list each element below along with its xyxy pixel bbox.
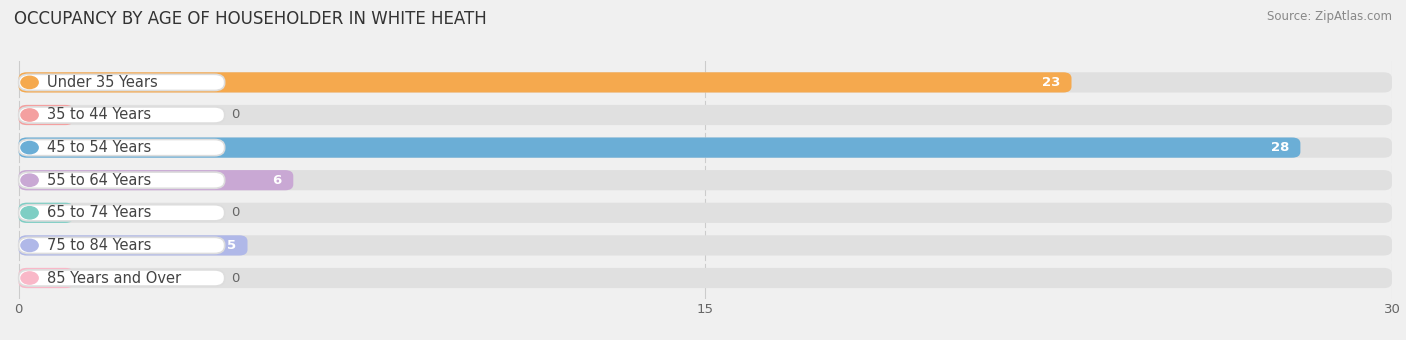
Circle shape (21, 174, 38, 186)
Circle shape (21, 239, 38, 252)
Text: 0: 0 (232, 272, 240, 285)
Text: 23: 23 (1042, 76, 1060, 89)
FancyBboxPatch shape (18, 137, 1301, 158)
Text: 0: 0 (232, 206, 240, 219)
Circle shape (21, 141, 38, 154)
FancyBboxPatch shape (18, 170, 1392, 190)
Text: 28: 28 (1271, 141, 1289, 154)
FancyBboxPatch shape (18, 237, 225, 254)
Text: OCCUPANCY BY AGE OF HOUSEHOLDER IN WHITE HEATH: OCCUPANCY BY AGE OF HOUSEHOLDER IN WHITE… (14, 10, 486, 28)
FancyBboxPatch shape (18, 268, 1392, 288)
Text: 55 to 64 Years: 55 to 64 Years (48, 173, 152, 188)
FancyBboxPatch shape (18, 270, 225, 286)
FancyBboxPatch shape (18, 139, 225, 156)
FancyBboxPatch shape (18, 72, 1392, 92)
Text: 85 Years and Over: 85 Years and Over (48, 271, 181, 286)
FancyBboxPatch shape (18, 203, 73, 223)
Circle shape (21, 272, 38, 284)
FancyBboxPatch shape (18, 72, 1071, 92)
FancyBboxPatch shape (18, 203, 1392, 223)
Text: Under 35 Years: Under 35 Years (48, 75, 157, 90)
Circle shape (21, 76, 38, 88)
Circle shape (21, 109, 38, 121)
Text: 5: 5 (226, 239, 236, 252)
FancyBboxPatch shape (18, 172, 225, 188)
FancyBboxPatch shape (18, 74, 225, 90)
Text: 6: 6 (273, 174, 281, 187)
Circle shape (21, 207, 38, 219)
FancyBboxPatch shape (18, 137, 1392, 158)
Text: Source: ZipAtlas.com: Source: ZipAtlas.com (1267, 10, 1392, 23)
Text: 0: 0 (232, 108, 240, 121)
FancyBboxPatch shape (18, 107, 225, 123)
Text: 65 to 74 Years: 65 to 74 Years (48, 205, 152, 220)
FancyBboxPatch shape (18, 268, 73, 288)
FancyBboxPatch shape (18, 170, 294, 190)
FancyBboxPatch shape (18, 235, 1392, 256)
Text: 75 to 84 Years: 75 to 84 Years (48, 238, 152, 253)
Text: 45 to 54 Years: 45 to 54 Years (48, 140, 152, 155)
FancyBboxPatch shape (18, 205, 225, 221)
FancyBboxPatch shape (18, 235, 247, 256)
Text: 35 to 44 Years: 35 to 44 Years (48, 107, 152, 122)
FancyBboxPatch shape (18, 105, 73, 125)
FancyBboxPatch shape (18, 105, 1392, 125)
